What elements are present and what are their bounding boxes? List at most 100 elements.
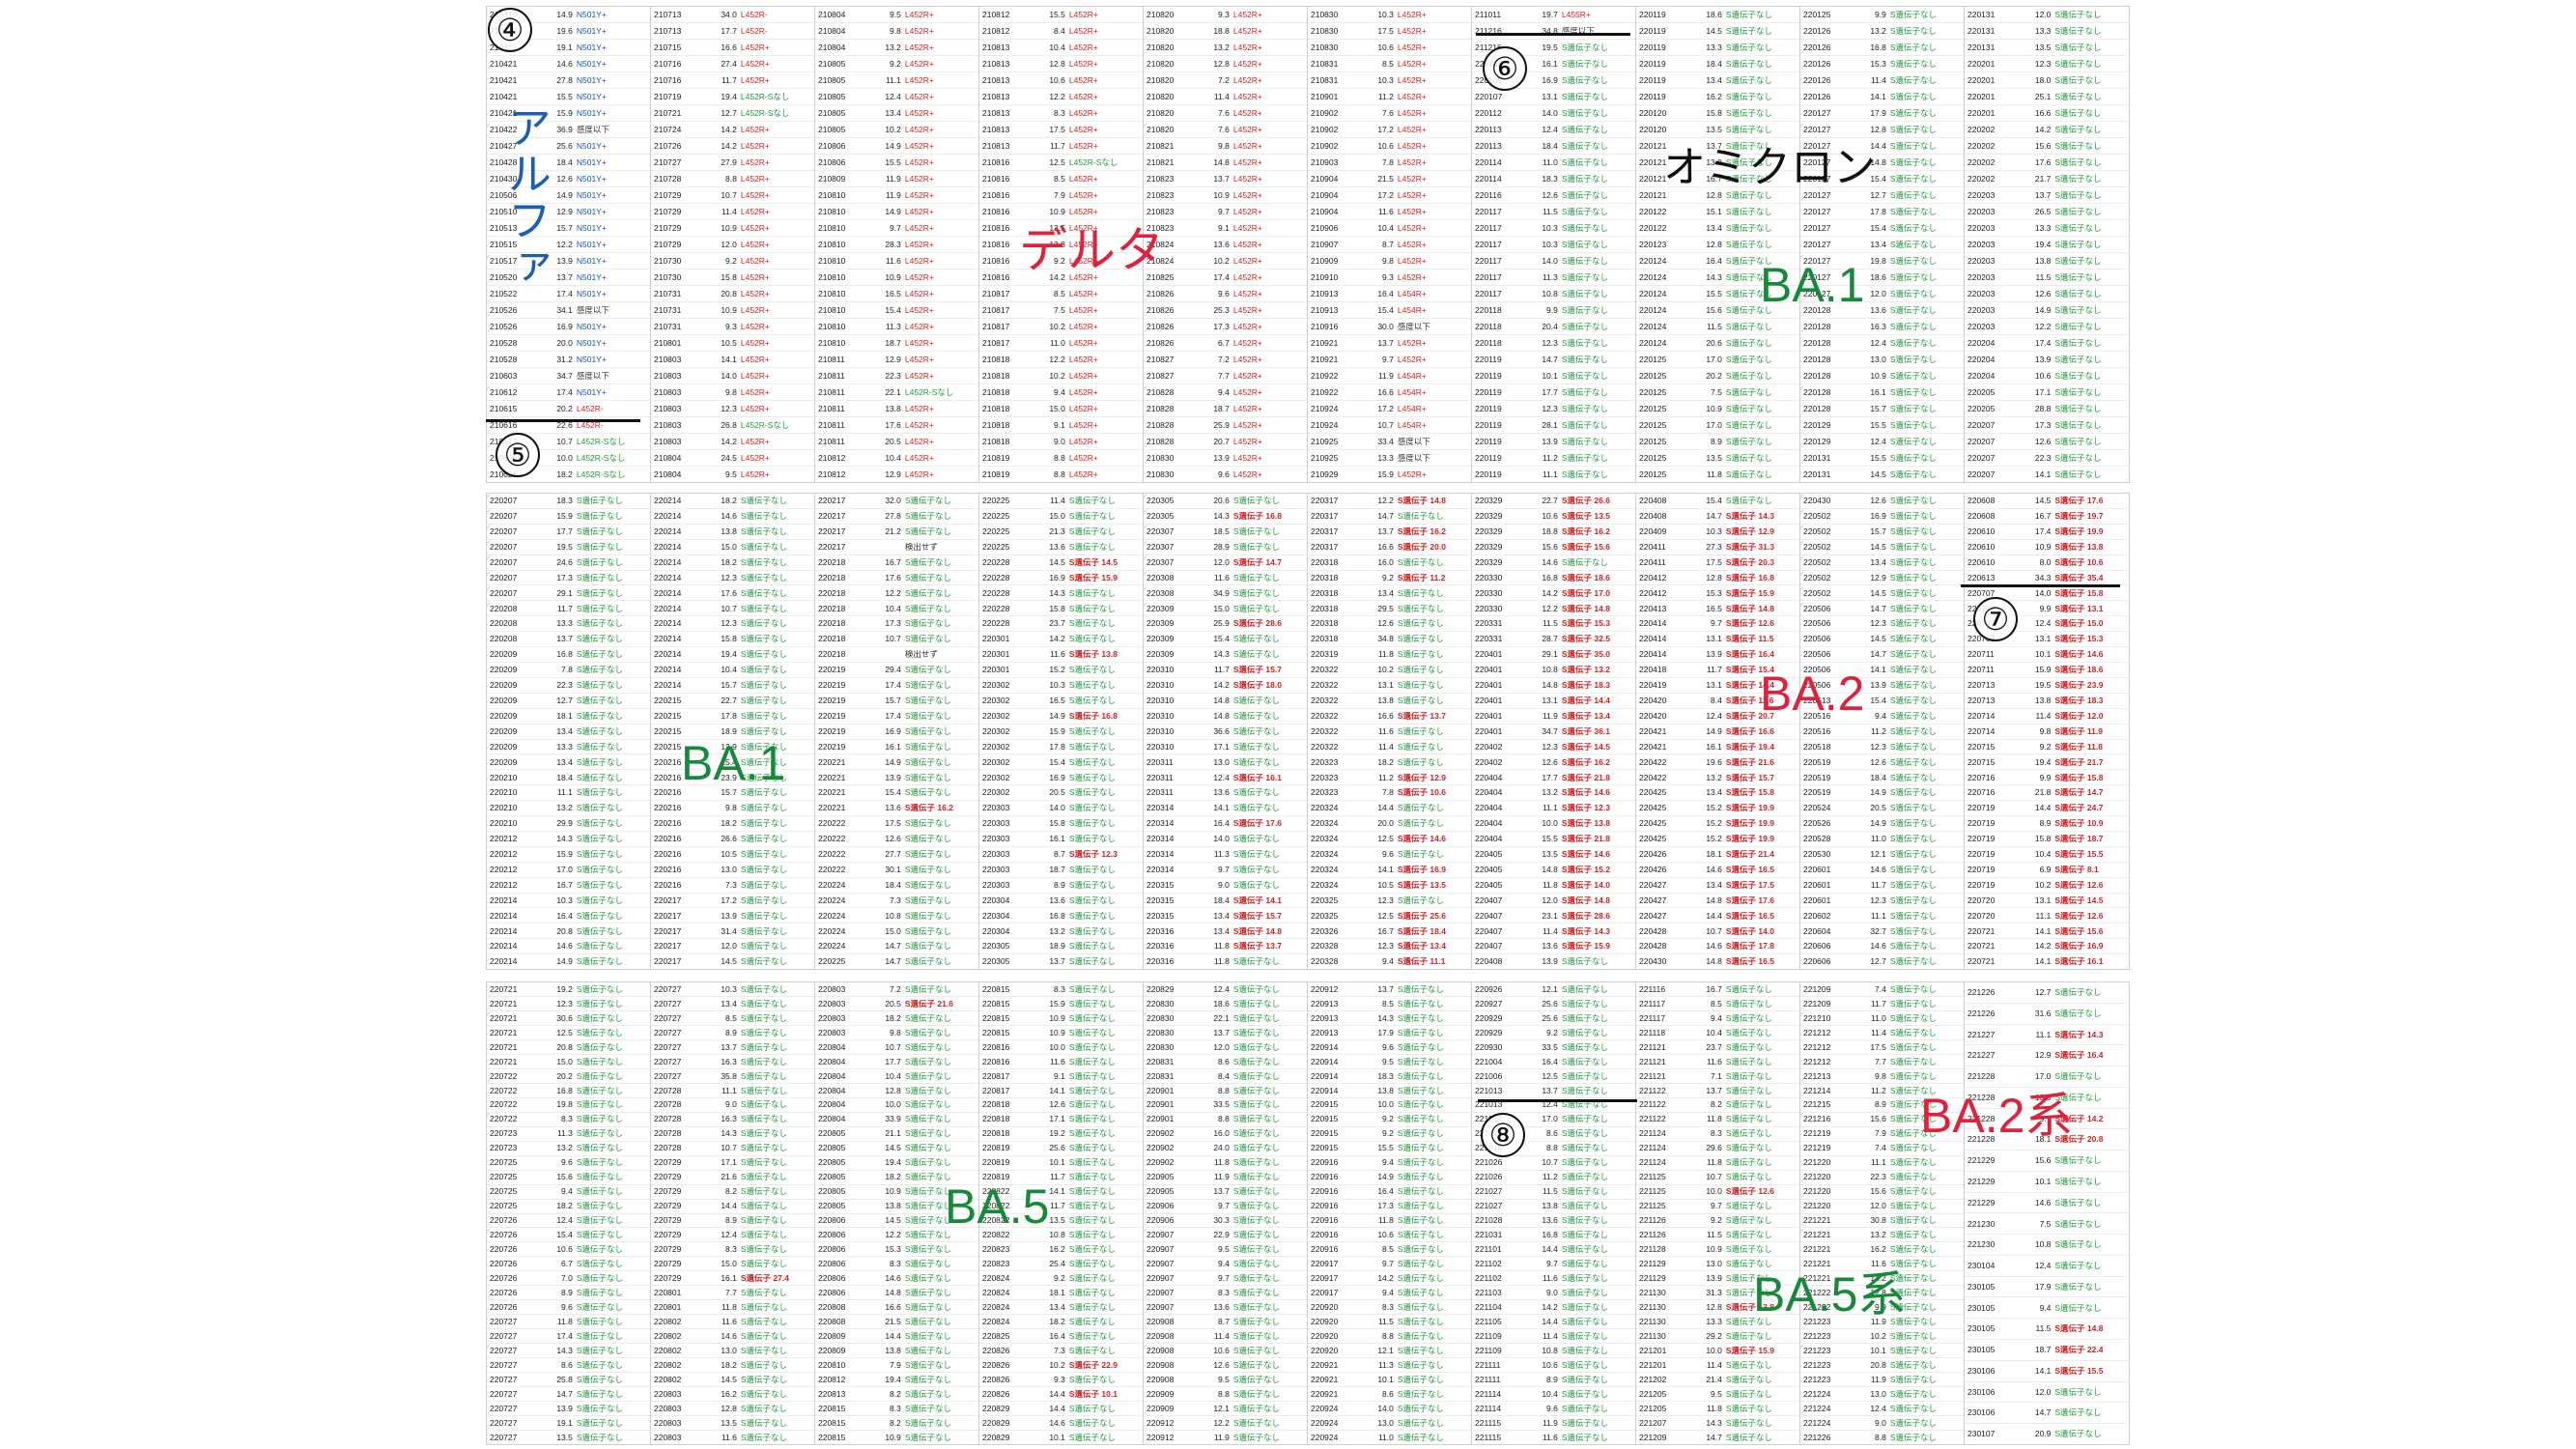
cell-variant-result: S遺伝子なし xyxy=(1068,895,1117,905)
cell-date: 220915 xyxy=(1311,1099,1339,1110)
cell-ct-value: 13.7 xyxy=(1049,956,1065,967)
cell-ct-value: 14.9 xyxy=(556,189,573,200)
table-row: 220506 14.5 S遺伝子なし xyxy=(1800,632,1964,648)
cell-variant-result: S遺伝子なし xyxy=(1889,92,1938,101)
cell-variant-result: S遺伝子なし xyxy=(1889,43,1938,52)
table-row: 220606 14.6 S遺伝子なし xyxy=(1800,939,1964,955)
cell-date: 210727 xyxy=(654,156,682,167)
cell-date: 210830 xyxy=(1311,9,1339,19)
cell-ct-value: 31.4 xyxy=(721,925,737,936)
cell-ct-value: 13.1 xyxy=(1542,695,1558,705)
cell-variant-result: S遺伝子 24.7 xyxy=(2054,804,2104,812)
cell-variant-result: L452R+ xyxy=(1068,387,1098,397)
cell-ct-value: 18.7 xyxy=(885,337,901,348)
cell-ct-value: 13.2 xyxy=(885,42,901,52)
cell-variant-result: L452R+ xyxy=(904,322,934,331)
cell-ct-value: 20.6 xyxy=(1706,337,1722,348)
cell-ct-value: 14.2 xyxy=(1542,1302,1558,1313)
cell-ct-value: 12.7 xyxy=(1870,956,1886,967)
cell-ct-value: 7.0 xyxy=(561,1273,573,1284)
cell-date: 220214 xyxy=(654,618,682,629)
table-row: 220803 16.2 S遺伝子なし xyxy=(651,1387,814,1403)
cell-date: 220808 xyxy=(818,1302,846,1313)
cell-ct-value: 13.6 xyxy=(885,803,901,813)
cell-ct-value: 20.8 xyxy=(1870,1359,1886,1370)
cell-date: 220119 xyxy=(1639,74,1666,85)
cell-date: 220307 xyxy=(1146,526,1175,537)
cell-variant-result: S遺伝子なし xyxy=(1561,453,1609,463)
cell-variant-result: S遺伝子なし xyxy=(904,1129,952,1138)
cell-date: 220120 xyxy=(1639,107,1667,118)
cell-variant-result: L452R+ xyxy=(1232,92,1262,101)
table-row: 220727 16.3 S遺伝子なし xyxy=(651,1055,814,1069)
cell-variant-result: S遺伝子なし xyxy=(904,1318,952,1326)
cell-variant-result: S遺伝子なし xyxy=(740,1173,788,1181)
cell-date: 220322 xyxy=(1311,725,1339,736)
table-row: 220407 13.6 S遺伝子 15.9 xyxy=(1472,939,1635,955)
table-row: 220726 10.6 S遺伝子なし xyxy=(487,1242,650,1258)
cell-ct-value: 33.9 xyxy=(885,1114,901,1124)
cell-date: 220725 xyxy=(490,1186,518,1197)
cell-date: 220901 xyxy=(1146,1099,1175,1110)
cell-date: 220810 xyxy=(818,1359,846,1370)
table-row: 220401 34.7 S遺伝子 36.1 xyxy=(1472,724,1635,740)
cell-date: 221125 xyxy=(1639,1186,1666,1197)
cell-date: 220725 xyxy=(490,1157,518,1168)
cell-variant-result: S遺伝子なし xyxy=(740,650,788,659)
cell-variant-result: L452R+ xyxy=(1068,125,1098,134)
table-row: 220214 18.2 S遺伝子なし xyxy=(651,494,814,509)
cell-ct-value: 14.2 xyxy=(1049,634,1065,644)
cell-variant-result: S遺伝子 16.8 xyxy=(1232,512,1282,521)
table-row: 220214 15.8 S遺伝子なし xyxy=(651,632,814,648)
cell-date: 210828 xyxy=(1146,403,1175,413)
cell-variant-result: 感度以下 xyxy=(1397,453,1430,463)
cell-date: 220912 xyxy=(1311,983,1339,994)
cell-ct-value: 13.9 xyxy=(721,910,737,921)
cell-date: 221116 xyxy=(1639,983,1666,994)
cell-ct-value: 16.2 xyxy=(1870,1244,1886,1255)
cell-variant-result: L452R+ xyxy=(740,437,770,446)
cell-date: 210820 xyxy=(1146,91,1175,101)
table-row: 220818 19.2 S遺伝子なし xyxy=(979,1127,1143,1142)
cell-variant-result: S遺伝子なし xyxy=(1725,1404,1773,1413)
cell-ct-value: 9.7 xyxy=(1218,206,1230,216)
cell-date: 220716 xyxy=(1967,772,1996,782)
cell-variant-result: S遺伝子なし xyxy=(1725,207,1773,216)
table-row: 220214 14.9 S遺伝子なし xyxy=(487,954,650,969)
table-row: 221111 8.9 S遺伝子なし xyxy=(1472,1373,1635,1388)
cell-date: 220805 xyxy=(818,1143,846,1153)
cell-ct-value: 11.6 xyxy=(1706,1056,1722,1066)
cell-variant-result: S遺伝子なし xyxy=(740,1013,788,1023)
cell-variant-result: S遺伝子なし xyxy=(740,911,788,921)
cell-date: 220309 xyxy=(1146,649,1175,660)
cell-date: 221222 xyxy=(1803,1288,1831,1298)
cell-date: 220809 xyxy=(818,1345,846,1355)
cell-variant-result: S遺伝子なし xyxy=(1561,43,1609,52)
cell-ct-value: 13.3 xyxy=(1377,452,1394,463)
cell-date: 221122 xyxy=(1639,1114,1666,1124)
table-row: 220308 34.9 S遺伝子なし xyxy=(1144,585,1307,602)
cell-variant-result: S遺伝子なし xyxy=(2054,404,2102,413)
cell-date: 210826 xyxy=(1146,304,1175,315)
cell-variant-result: L454R+ xyxy=(1397,387,1427,397)
cell-date: 220419 xyxy=(1639,680,1667,691)
table-row: 210821 14.8 L452R+ xyxy=(1144,155,1307,171)
table-row: 221226 8.8 S遺伝子なし xyxy=(1800,1431,1964,1444)
cell-variant-result: S遺伝子なし xyxy=(904,1144,952,1152)
cell-variant-result: L452R+ xyxy=(1232,108,1262,118)
cell-variant-result: S遺伝子 14.1 xyxy=(1232,895,1282,905)
cell-variant-result: S遺伝子なし xyxy=(904,512,952,521)
table-row: 210827 7.2 L452R+ xyxy=(1144,352,1307,368)
cell-variant-result: S遺伝子なし xyxy=(1068,1115,1117,1123)
cell-variant-result: S遺伝子なし xyxy=(576,1042,624,1052)
table-row: 220502 12.9 S遺伝子なし xyxy=(1800,571,1964,586)
cell-date: 220228 xyxy=(982,618,1010,629)
cell-variant-result: S遺伝子なし xyxy=(1889,305,1938,315)
cell-date: 221205 xyxy=(1639,1403,1667,1413)
cell-ct-value: 14.0 xyxy=(721,370,737,381)
cell-date: 220425 xyxy=(1639,818,1667,829)
cell-variant-result: S遺伝子なし xyxy=(1397,1289,1445,1297)
table-row: 210901 11.2 L452R+ xyxy=(1308,89,1471,105)
cell-ct-value: 13.5 xyxy=(2034,42,2052,52)
cell-ct-value: 15.9 xyxy=(1377,469,1394,479)
